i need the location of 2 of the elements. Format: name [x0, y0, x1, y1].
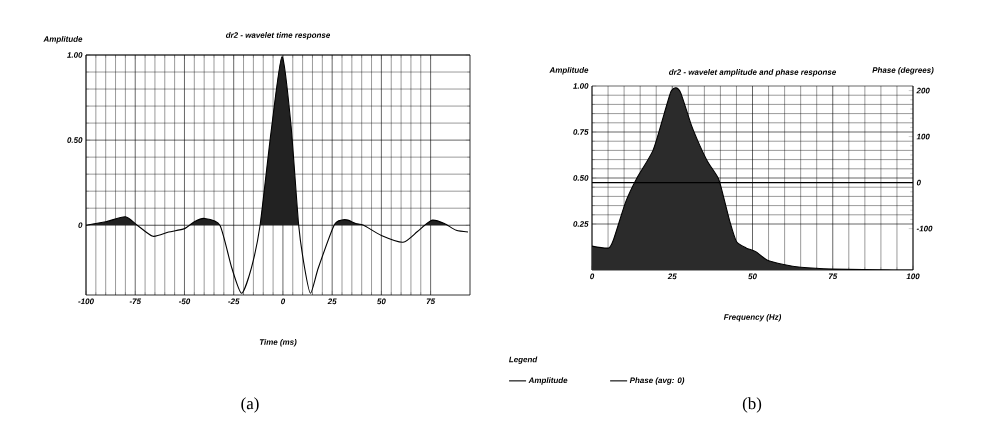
text: (b): [742, 397, 762, 413]
text: (a): [241, 397, 259, 413]
